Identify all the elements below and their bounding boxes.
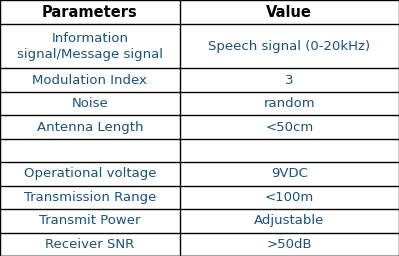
- Bar: [0, 162, 399, 186]
- Text: Value: Value: [267, 5, 312, 20]
- Text: >50dB: >50dB: [267, 238, 312, 251]
- Text: Receiver SNR: Receiver SNR: [45, 238, 134, 251]
- Text: Antenna Length: Antenna Length: [37, 121, 143, 134]
- Bar: [0, 232, 399, 256]
- Bar: [0, 139, 399, 162]
- Bar: [0, 24, 399, 68]
- Text: Modulation Index: Modulation Index: [32, 74, 147, 87]
- Bar: [0, 92, 399, 115]
- Bar: [0, 186, 399, 209]
- Text: 3: 3: [285, 74, 294, 87]
- Text: Speech signal (0-20kHz): Speech signal (0-20kHz): [208, 40, 370, 53]
- Bar: [0, 115, 399, 139]
- Text: Transmit Power: Transmit Power: [39, 214, 140, 227]
- Text: <100m: <100m: [265, 191, 314, 204]
- Text: Operational voltage: Operational voltage: [24, 167, 156, 180]
- Bar: [0, 68, 399, 92]
- Text: 9VDC: 9VDC: [271, 167, 308, 180]
- Text: Noise: Noise: [71, 97, 108, 110]
- Text: Parameters: Parameters: [42, 5, 138, 20]
- Bar: [0, 0, 399, 24]
- Text: Adjustable: Adjustable: [254, 214, 324, 227]
- Text: random: random: [263, 97, 315, 110]
- Bar: [0, 209, 399, 232]
- Text: Transmission Range: Transmission Range: [24, 191, 156, 204]
- Text: Information
signal/Message signal: Information signal/Message signal: [17, 32, 163, 61]
- Text: <50cm: <50cm: [265, 121, 313, 134]
